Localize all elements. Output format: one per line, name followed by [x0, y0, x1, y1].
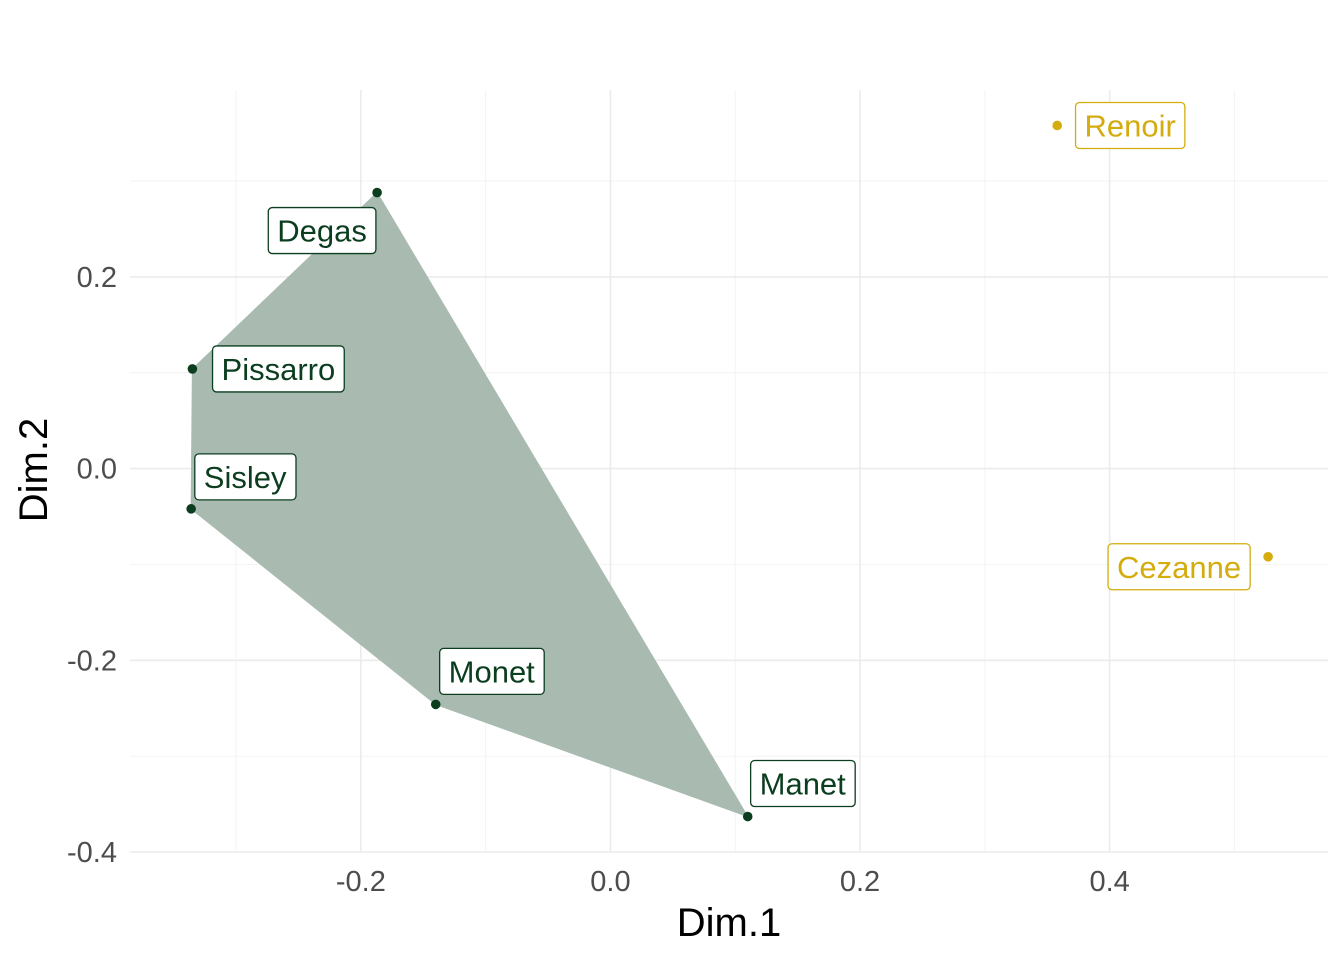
data-point: [1052, 120, 1063, 131]
data-point: [430, 699, 441, 710]
y-tick-label: -0.4: [67, 837, 117, 869]
point-label: Cezanne: [1107, 543, 1251, 591]
label-text: Renoir: [1085, 108, 1176, 143]
label-text: Manet: [760, 767, 847, 802]
y-tick-label: -0.2: [67, 645, 117, 677]
y-tick-label: 0.0: [77, 454, 117, 486]
label-text: Sisley: [204, 460, 287, 495]
label-box: [194, 453, 297, 501]
label-box: [439, 647, 545, 696]
data-point: [742, 811, 753, 822]
point-label: Manet: [749, 759, 856, 808]
x-tick-label: 0.4: [1089, 866, 1129, 898]
label-box: [749, 759, 856, 808]
label-text: Pissarro: [222, 352, 336, 387]
tick-labels: -0.2 0.0 0.2 0.4 -0.4 -0.2 0.0 0.2: [67, 262, 1130, 898]
x-tick-label: 0.0: [590, 866, 630, 898]
hull-layer: [190, 191, 749, 818]
label-text: Monet: [449, 654, 536, 689]
label-text: Degas: [277, 214, 367, 249]
point-layer: [186, 120, 1273, 822]
label-box: [267, 206, 377, 255]
label-text: Cezanne: [1117, 550, 1241, 585]
point-label: Monet: [439, 647, 545, 696]
y-axis-title: Dim.2: [12, 418, 56, 522]
x-tick-label: 0.2: [840, 866, 880, 898]
point-label: Pissarro: [211, 345, 345, 393]
point-label: Sisley: [194, 453, 297, 501]
label-box: [211, 345, 345, 393]
x-axis-title: Dim.1: [677, 901, 781, 945]
point-label: Renoir: [1074, 101, 1186, 150]
data-point: [372, 187, 382, 198]
point-label: Degas: [267, 206, 377, 255]
y-tick-label: 0.2: [77, 262, 117, 294]
data-point: [186, 504, 196, 514]
cluster-hull: [190, 191, 749, 818]
label-box: [1074, 101, 1186, 150]
grid: [130, 90, 1328, 853]
data-point: [187, 364, 198, 374]
label-layer: Degas Pissarro Sisley Monet Manet Renoir Cezan…: [194, 101, 1251, 808]
data-point: [1263, 551, 1273, 562]
x-tick-label: -0.2: [336, 866, 386, 898]
label-box: [1107, 543, 1251, 591]
